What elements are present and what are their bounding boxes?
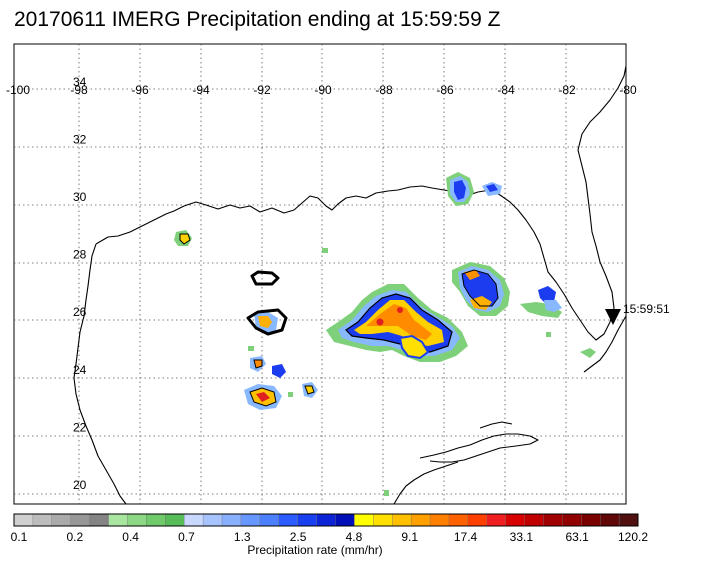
colorbar-swatch [486, 513, 507, 527]
lon-tick-labels: -100 -98 -96 -94 -92 -90 -88 -86 -84 -82 -80 [6, 83, 637, 97]
colorbar-swatch [240, 513, 261, 527]
colorbar-swatch [108, 513, 128, 527]
colorbar-swatch [13, 513, 34, 527]
time-marker-label: 15:59:51 [623, 302, 670, 316]
colorbar-swatch [278, 513, 299, 527]
lon-tick-label: -90 [314, 83, 332, 97]
colorbar-swatch [543, 513, 563, 527]
colorbar-swatch [562, 513, 582, 527]
colorbar-tick-label: 63.1 [566, 530, 590, 544]
colorbar-swatch [146, 513, 166, 527]
lon-tick-label: -84 [497, 83, 515, 97]
lat-tick-labels: 34 32 30 28 26 24 22 20 [73, 75, 87, 492]
colorbar-swatch [70, 513, 91, 527]
lat-tick-label: 34 [73, 75, 87, 89]
colorbar-tick-label: 0.1 [11, 530, 28, 544]
colorbar-swatch [505, 513, 526, 527]
colorbar-tick-label: 33.1 [510, 530, 534, 544]
colorbar-swatch [297, 513, 318, 527]
colorbar-swatch [335, 513, 355, 527]
colorbar-tick-label: 17.4 [454, 530, 478, 544]
colorbar-swatch [259, 513, 280, 527]
colorbar-tick-label: 1.3 [234, 530, 251, 544]
lat-tick-label: 20 [73, 478, 87, 492]
colorbar-tick-label: 2.5 [290, 530, 307, 544]
colorbar-swatch [183, 513, 204, 527]
time-marker-icon [605, 309, 621, 325]
colorbar-frame [13, 513, 639, 527]
colorbar-tick-label: 4.8 [346, 530, 363, 544]
colorbar-swatch [32, 513, 53, 527]
colorbar-swatch [316, 513, 336, 527]
lat-tick-label: 24 [73, 363, 87, 377]
lat-tick-label: 32 [73, 132, 87, 146]
lon-tick-label: -92 [253, 83, 271, 97]
swath-contours [246, 270, 288, 336]
colorbar-swatch [373, 513, 393, 527]
lon-tick-label: -100 [6, 83, 30, 97]
lon-tick-label: -86 [436, 83, 454, 97]
map-title: 20170611 IMERG Precipitation ending at 1… [14, 8, 501, 31]
graticule [14, 44, 626, 504]
colorbar-swatch [89, 513, 110, 527]
lat-tick-label: 26 [73, 305, 87, 319]
colorbar-swatch [221, 513, 242, 527]
colorbar-swatch [165, 513, 185, 527]
colorbar-swatch [618, 513, 639, 527]
colorbar-swatch [581, 513, 601, 527]
colorbar-swatch [448, 513, 469, 527]
lon-tick-label: -82 [558, 83, 576, 97]
lon-tick-label: -96 [131, 83, 149, 97]
colorbar-swatch [599, 513, 620, 527]
colorbar-tick-labels: 0.1 0.2 0.4 0.7 1.3 2.5 4.8 9.1 17.4 33.1 63.1 120.… [11, 530, 649, 544]
colorbar [13, 513, 639, 527]
colorbar-swatch [127, 513, 147, 527]
colorbar-swatch [354, 513, 374, 527]
colorbar-swatch [467, 513, 488, 527]
colorbar-tick-label: 0.4 [122, 530, 139, 544]
colorbar-swatch [51, 513, 72, 527]
colorbar-tick-label: 9.1 [401, 530, 418, 544]
lat-tick-label: 22 [73, 420, 87, 434]
colorbar-swatch [429, 513, 450, 527]
colorbar-swatch [410, 513, 431, 527]
colorbar-tick-label: 0.7 [178, 530, 195, 544]
lat-tick-label: 28 [73, 248, 87, 262]
lon-tick-label: -88 [375, 83, 393, 97]
lat-tick-label: 30 [73, 190, 87, 204]
lon-tick-label: -98 [70, 83, 88, 97]
precip-cells [174, 172, 596, 496]
colorbar-swatch [524, 513, 544, 527]
colorbar-title: Precipitation rate (mm/hr) [247, 543, 382, 557]
lon-tick-label: -80 [619, 83, 637, 97]
colorbar-tick-label: 120.2 [618, 530, 648, 544]
lon-tick-label: -94 [192, 83, 210, 97]
colorbar-swatch [202, 513, 223, 527]
map-frame [13, 43, 627, 505]
colorbar-swatch [391, 513, 412, 527]
colorbar-tick-label: 0.2 [66, 530, 83, 544]
